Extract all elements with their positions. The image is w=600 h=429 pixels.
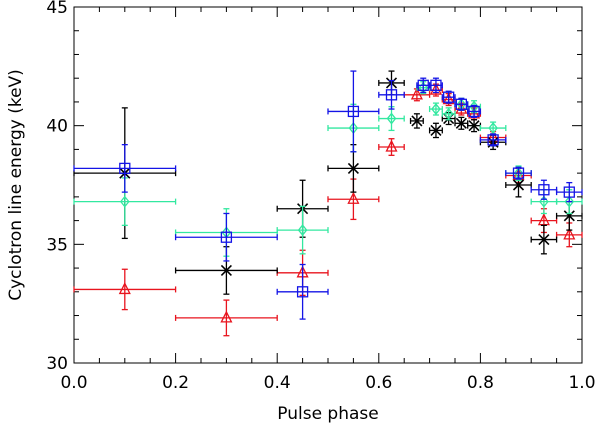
y-tick-label: 45 — [46, 0, 68, 18]
data-series — [73, 70, 583, 337]
data-point-square — [430, 79, 442, 91]
data-point-square — [538, 184, 550, 196]
x-tick-label: 0.8 — [467, 373, 494, 393]
data-point-square — [455, 98, 468, 110]
x-tick-label: 0.4 — [264, 373, 291, 393]
axis-ticks: 0.0 0.2 0.4 0.6 0.8 1.0 30 35 40 45 — [46, 0, 595, 393]
data-point-triangle — [410, 87, 423, 100]
x-axis-title: Pulse phase — [277, 404, 378, 424]
data-point-asterisk — [430, 124, 442, 136]
y-tick-label: 30 — [46, 354, 68, 374]
y-tick-label: 35 — [46, 235, 68, 255]
series-blue-squares — [73, 70, 583, 320]
data-point-square — [563, 186, 575, 198]
data-point-diamond — [431, 103, 441, 116]
data-point-diamond — [539, 195, 549, 208]
x-tick-label: 0.6 — [365, 373, 392, 393]
x-tick-label: 1.0 — [568, 373, 595, 393]
data-point-asterisk — [468, 120, 480, 132]
data-point-triangle — [455, 101, 468, 114]
data-point-triangle — [118, 281, 131, 295]
data-point-triangle — [563, 227, 576, 240]
data-point-asterisk — [563, 210, 575, 222]
data-point-square — [296, 286, 309, 298]
data-point-asterisk — [220, 264, 232, 277]
data-point-diamond — [564, 195, 575, 208]
x-tick-label: 0.2 — [162, 373, 189, 393]
data-point-square — [417, 79, 429, 91]
y-axis-title: Cyclotron line energy (keV) — [6, 69, 26, 301]
data-point-triangle — [220, 310, 233, 323]
x-tick-label: 0.0 — [60, 373, 87, 393]
data-point-diamond — [443, 107, 454, 120]
data-point-diamond — [488, 121, 498, 135]
data-point-square — [468, 105, 480, 118]
data-point-triangle — [385, 139, 398, 152]
data-point-asterisk — [512, 179, 525, 191]
data-point-asterisk — [411, 115, 423, 127]
data-point-diamond — [386, 112, 397, 125]
data-point-square — [347, 105, 360, 118]
data-point-asterisk — [347, 162, 359, 174]
data-point-asterisk — [455, 117, 467, 129]
data-point-diamond — [297, 224, 308, 237]
data-point-square — [487, 134, 499, 146]
data-point-diamond — [119, 195, 130, 208]
y-tick-label: 40 — [46, 117, 68, 137]
data-point-asterisk — [538, 234, 550, 246]
data-point-triangle — [347, 191, 360, 204]
data-point-square — [442, 91, 455, 103]
data-point-square — [119, 162, 131, 175]
data-point-square — [220, 231, 233, 243]
data-point-square — [385, 89, 398, 101]
data-point-triangle — [537, 213, 550, 226]
data-point-square — [512, 167, 525, 179]
series-black-crosses — [73, 70, 583, 295]
data-point-triangle — [429, 82, 443, 95]
